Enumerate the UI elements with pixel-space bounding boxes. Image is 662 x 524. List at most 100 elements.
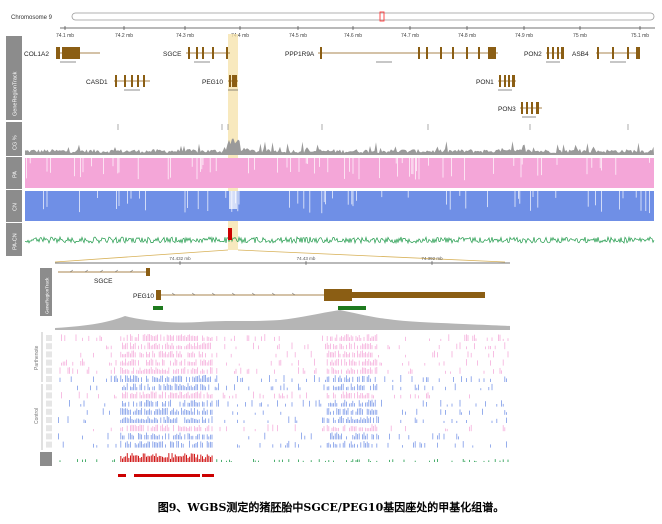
methyl-site <box>160 334 162 341</box>
methyl-site <box>334 420 336 423</box>
methyl-site <box>210 394 211 399</box>
methyl-site <box>202 351 203 358</box>
diff-site <box>82 459 83 462</box>
arrow-mark <box>211 292 216 296</box>
gene-exon-casd1 <box>124 75 126 87</box>
diff-site <box>258 460 259 462</box>
methyl-site <box>469 410 470 415</box>
diff-site <box>136 455 138 462</box>
methyl-site <box>216 387 218 391</box>
methyl-site <box>326 353 328 358</box>
methyl-site <box>163 427 165 432</box>
methyl-site <box>360 393 362 399</box>
diff-site <box>434 459 435 462</box>
methyl-site <box>125 408 126 415</box>
gene-exon-ppp1r9a <box>440 47 442 59</box>
diff-site <box>414 460 416 462</box>
pa-track-gap <box>215 158 217 172</box>
methyl-site <box>147 334 149 341</box>
methyl-site <box>454 443 456 448</box>
pa-track-gap <box>286 158 288 168</box>
methyl-site <box>346 334 347 341</box>
methyl-site <box>314 358 315 366</box>
methyl-site <box>157 377 158 382</box>
methyl-site <box>96 370 98 374</box>
methyl-site <box>165 369 166 374</box>
diff-site <box>154 456 155 462</box>
diff-site <box>358 459 360 462</box>
gene-exon-ppp1r9a <box>488 47 496 59</box>
methyl-site <box>123 403 125 407</box>
pa-track-gap <box>82 158 84 173</box>
methyl-site <box>182 385 184 391</box>
methyl-site <box>170 441 171 448</box>
methyl-site <box>206 434 208 440</box>
methyl-site <box>355 426 357 432</box>
methyl-site <box>496 418 498 423</box>
red-dmr-bar-1 <box>118 474 126 477</box>
methyl-site <box>253 391 254 399</box>
methyl-site <box>197 335 198 341</box>
methyl-site <box>187 369 189 374</box>
methyl-site <box>371 408 373 415</box>
methyl-site <box>488 353 490 358</box>
pa-track-gap <box>537 158 539 176</box>
methyl-site <box>211 400 213 407</box>
diff-site <box>77 459 78 462</box>
methyl-site <box>168 427 170 432</box>
methyl-site <box>134 424 136 432</box>
methyl-site <box>144 385 146 391</box>
methyl-site <box>107 432 109 440</box>
methyl-site <box>376 416 378 423</box>
methyl-site <box>477 360 478 366</box>
methyl-site <box>234 384 235 391</box>
diff-site <box>173 457 175 462</box>
methyl-site <box>155 418 157 423</box>
methyl-site <box>410 368 411 374</box>
methyl-site <box>358 385 360 391</box>
methyl-site <box>146 368 147 374</box>
methyl-site <box>192 411 194 415</box>
cn-track-gap <box>97 191 98 198</box>
methyl-site <box>59 367 61 374</box>
methyl-site <box>85 420 86 423</box>
methyl-site <box>82 358 83 366</box>
methyl-site <box>163 384 165 391</box>
methyl-site <box>371 424 373 432</box>
methyl-site <box>126 369 128 374</box>
methyl-site <box>133 375 134 382</box>
methyl-site <box>363 361 365 366</box>
methyl-site <box>190 408 192 415</box>
gene-exon-asb4 <box>597 47 599 59</box>
methyl-site <box>363 353 365 358</box>
methyl-site <box>197 402 198 407</box>
cn-track-gap <box>640 191 642 211</box>
sample-row-label <box>46 392 52 399</box>
methyl-site <box>150 391 152 399</box>
methyl-site <box>261 378 262 382</box>
methyl-site <box>189 377 190 382</box>
diff-site <box>163 457 165 462</box>
methyl-site <box>205 386 206 391</box>
methyl-site <box>139 424 141 432</box>
diff-site <box>122 458 123 462</box>
methyl-site <box>144 394 146 399</box>
gene-exon-ppp1r9a <box>418 47 420 59</box>
methyl-site <box>152 350 154 358</box>
pa-track-gap <box>91 158 92 167</box>
pa-track-gap <box>307 158 308 164</box>
cn-track-gap <box>347 191 349 205</box>
methyl-site <box>485 401 486 407</box>
methyl-site <box>237 375 238 382</box>
methyl-site <box>346 391 347 399</box>
methyl-site <box>160 441 162 448</box>
methyl-site <box>166 407 168 415</box>
methyl-site <box>195 376 197 382</box>
pa-track-gap <box>112 158 114 167</box>
methyl-site <box>373 359 374 366</box>
methyl-site <box>179 384 181 391</box>
methyl-site <box>330 433 331 440</box>
methyl-site <box>350 426 352 432</box>
methyl-site <box>133 401 134 407</box>
methyl-site <box>128 370 130 374</box>
